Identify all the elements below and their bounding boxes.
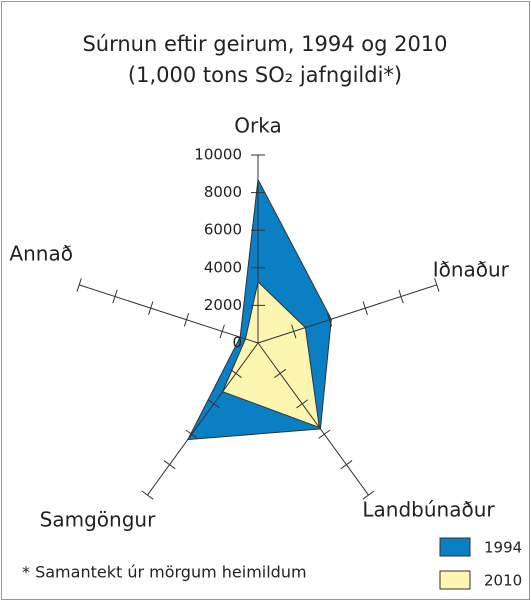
axis-label: Landbúnaður xyxy=(362,498,495,522)
tick-mark xyxy=(398,289,404,304)
r-tick-label: 2000 xyxy=(204,296,242,314)
tick-mark xyxy=(362,490,375,500)
axis-label: Iðnaður xyxy=(433,257,510,281)
tick-mark xyxy=(219,324,225,339)
tick-mark xyxy=(229,368,242,378)
axis-line xyxy=(79,284,259,344)
tick-mark xyxy=(291,324,297,339)
axis-label: Samgöngur xyxy=(40,508,156,532)
tick-mark xyxy=(434,278,440,292)
tick-mark xyxy=(183,312,190,327)
r-tick-label: 4000 xyxy=(204,258,242,276)
tick-mark xyxy=(340,460,353,470)
tick-mark xyxy=(112,289,118,304)
tick-mark xyxy=(76,278,82,292)
footnote: * Samantekt úr mörgum heimildum xyxy=(22,563,307,582)
axis-line xyxy=(147,342,259,496)
tick-mark xyxy=(318,429,331,439)
axis-line xyxy=(257,342,369,496)
axis-label: Orka xyxy=(234,114,281,138)
chart-subtitle: (1,000 tons SO₂ jafngildi*) xyxy=(128,63,402,87)
tick-mark xyxy=(148,301,154,315)
legend-swatch xyxy=(439,570,471,590)
tick-mark xyxy=(296,399,309,409)
chart-title: Súrnun eftir geirum, 1994 og 2010 xyxy=(82,32,447,56)
legend-label: 1994 xyxy=(484,539,522,557)
tick-mark xyxy=(274,368,287,378)
tick-mark xyxy=(185,429,198,439)
r-tick-label: 0 xyxy=(232,334,242,352)
axis-line xyxy=(257,284,437,344)
tick-mark xyxy=(207,399,220,409)
legend-label: 2010 xyxy=(484,572,522,590)
tick-mark xyxy=(326,312,333,327)
tick-mark xyxy=(141,490,154,500)
axis-label: Annað xyxy=(9,241,73,265)
r-tick-label: 6000 xyxy=(204,221,242,239)
tick-mark xyxy=(362,301,368,315)
series-area xyxy=(221,280,320,429)
r-tick-label: 8000 xyxy=(204,183,242,201)
legend-swatch xyxy=(439,537,471,557)
tick-mark xyxy=(163,460,176,470)
r-tick-label: 10000 xyxy=(194,146,242,164)
